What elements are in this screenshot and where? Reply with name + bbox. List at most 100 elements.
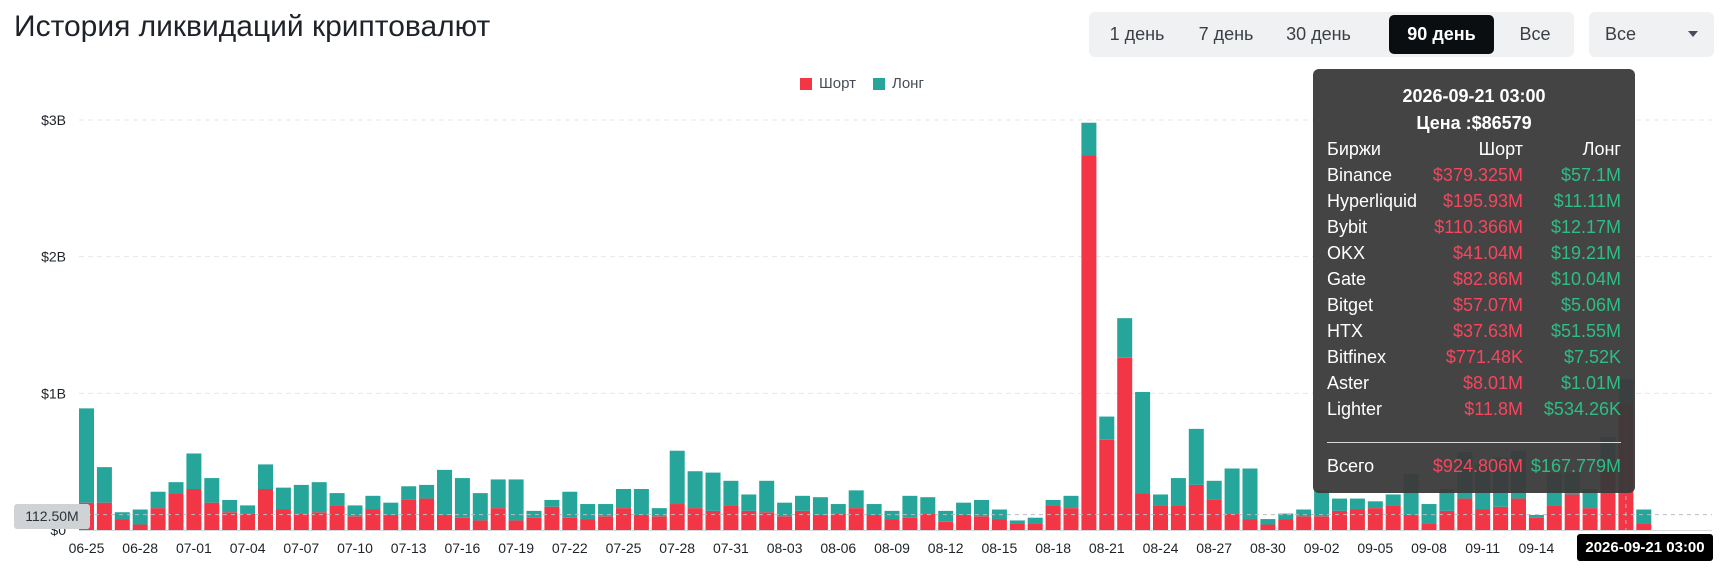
bar-short (383, 514, 399, 530)
tab-all[interactable]: Все (1519, 24, 1551, 44)
crosshair-x-label: 2026-09-21 03:00 (1577, 534, 1713, 561)
tooltip-row: Bybit $110.366M $12.17M (1327, 217, 1621, 241)
x-tick-label: 09-14 (1518, 540, 1554, 556)
chart-tooltip: 2026-09-21 03:00 Цена :$86579 Биржи Шорт… (1313, 69, 1635, 493)
bar-short (204, 502, 220, 530)
tooltip-exchange: OKX (1327, 243, 1366, 263)
x-tick-label: 09-02 (1304, 540, 1340, 556)
bar-long (723, 480, 739, 506)
bar-short (544, 506, 560, 530)
bar-short (1421, 523, 1437, 530)
time-range-tabs: 1 день 7 день 30 день 90 день Все (1089, 12, 1574, 57)
bar-short (741, 510, 757, 530)
bar-long (240, 505, 256, 514)
bar-long (598, 504, 614, 517)
bar-long (168, 482, 184, 494)
bar-short (974, 516, 989, 530)
bar-short (991, 519, 1007, 530)
tooltip-long-value: $19.21M (1550, 243, 1621, 263)
x-tick-label: 07-13 (391, 540, 427, 556)
bar-short (777, 516, 793, 530)
tab-30-days[interactable]: 30 день (1286, 24, 1351, 44)
coin-select[interactable]: Все (1589, 12, 1714, 57)
tab-7-days[interactable]: 7 день (1198, 24, 1254, 44)
bar-long (1242, 468, 1258, 520)
x-tick-label: 08-03 (767, 540, 803, 556)
x-tick-label: 07-19 (498, 540, 534, 556)
bar-long (902, 495, 918, 518)
tooltip-short-value: $37.63M (1452, 321, 1523, 341)
bar-long (1045, 499, 1061, 506)
tooltip-exchange: Aster (1327, 373, 1370, 393)
tooltip-long-value: $534.26K (1543, 399, 1621, 419)
x-tick-label: 06-25 (69, 540, 105, 556)
bar-long (437, 469, 452, 515)
tooltip-short-value: $771.48K (1445, 347, 1523, 367)
bar-long (1582, 489, 1598, 509)
bar-short (437, 514, 452, 530)
tab-90-days[interactable]: 90 день (1389, 15, 1494, 54)
bar-long (580, 504, 596, 520)
bar-short (1081, 155, 1097, 531)
legend-swatch-long (873, 78, 885, 90)
tab-1-day[interactable]: 1 день (1109, 24, 1165, 44)
bar-long (1153, 494, 1168, 506)
bar-long (79, 408, 94, 503)
bar-short (1403, 514, 1419, 530)
y-tick-label: $2B (41, 249, 66, 265)
bar-short (472, 520, 488, 530)
tooltip-short-value: $379.325M (1432, 165, 1523, 185)
bar-long (1188, 428, 1204, 485)
legend-item-long[interactable]: Лонг (873, 75, 933, 95)
bar-short (938, 521, 954, 530)
legend-item-short[interactable]: Шорт (800, 75, 860, 95)
x-tick-label: 07-22 (552, 540, 588, 556)
bar-long (1296, 509, 1312, 517)
x-tick-label: 08-15 (981, 540, 1017, 556)
tooltip-total-label: Всего (1327, 456, 1375, 476)
bar-short (222, 512, 238, 530)
tooltip-total-row: Всего $924.806M $167.779M (1327, 456, 1621, 480)
tooltip-total-long: $167.779M (1530, 456, 1621, 476)
bar-short (723, 505, 739, 530)
bar-short (830, 513, 846, 530)
bar-short (490, 508, 506, 530)
bar-long (616, 489, 631, 509)
bar-long (150, 491, 166, 509)
bar-short (633, 514, 649, 530)
bar-long (1278, 513, 1294, 520)
tooltip-header-exchange: Биржи (1327, 139, 1381, 159)
x-tick-label: 07-16 (444, 540, 480, 556)
bar-long (1421, 504, 1437, 524)
bar-short (1546, 505, 1562, 530)
bar-long (347, 505, 363, 517)
bar-short (884, 519, 900, 530)
bar-short (293, 513, 309, 530)
tooltip-long-value: $10.04M (1550, 269, 1621, 289)
tooltip-exchange: Bitfinex (1327, 347, 1387, 367)
bar-short (1278, 519, 1294, 530)
bar-long (866, 504, 882, 515)
x-tick-label: 08-12 (928, 540, 964, 556)
bar-long (1636, 509, 1652, 524)
bar-short (1099, 439, 1115, 530)
tooltip-exchange: Gate (1327, 269, 1367, 289)
bar-long (848, 490, 864, 509)
crosshair-y-label: 112.50M (14, 504, 90, 529)
bar-long (114, 512, 130, 520)
bar-long (544, 499, 560, 507)
bar-short (114, 519, 130, 530)
bar-long (329, 493, 345, 506)
tooltip-row: Bitfinex $771.48K $7.52K (1327, 347, 1621, 371)
bar-short (812, 514, 828, 530)
bar-long (795, 495, 810, 511)
x-tick-label: 09-11 (1465, 540, 1500, 556)
bar-long (293, 484, 309, 514)
x-tick-label: 07-10 (337, 540, 373, 556)
bar-short (132, 524, 148, 530)
bar-long (687, 471, 703, 509)
coin-select-value: Все (1605, 24, 1637, 44)
page-title: История ликвидаций криптовалют (14, 10, 491, 43)
bar-short (1063, 508, 1079, 530)
